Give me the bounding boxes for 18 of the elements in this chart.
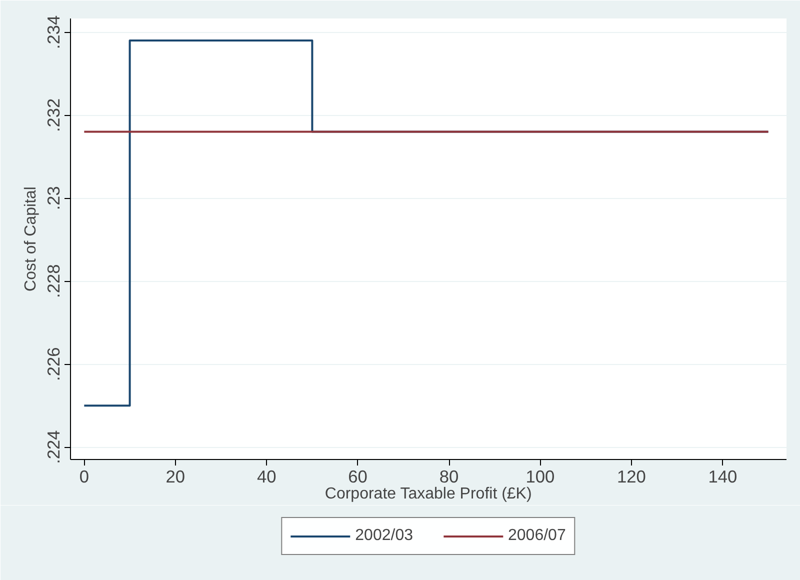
- x-tick-label: 140: [708, 466, 738, 486]
- y-tick-label: .232: [44, 98, 64, 132]
- x-tick-label: 80: [439, 466, 459, 486]
- legend-label: 2006/07: [508, 527, 566, 545]
- y-tick-label: .226: [44, 347, 64, 381]
- x-axis-title: Corporate Taxable Profit (£K): [324, 486, 532, 502]
- y-tick-label: .234: [44, 14, 64, 50]
- x-tick-label: 20: [166, 466, 186, 486]
- legend-label: 2002/03: [355, 527, 413, 545]
- x-tick-label: 0: [79, 466, 90, 486]
- y-axis-title: Cost of Capital: [22, 186, 40, 292]
- x-tick-label: 60: [348, 466, 368, 486]
- y-tick-label: .23: [44, 186, 64, 210]
- y-tick-label: .228: [44, 264, 64, 298]
- x-tick-label: 100: [526, 466, 555, 486]
- y-tick-label: .224: [44, 430, 64, 464]
- x-tick-label: 120: [616, 466, 646, 486]
- x-tick-label: 40: [256, 466, 276, 486]
